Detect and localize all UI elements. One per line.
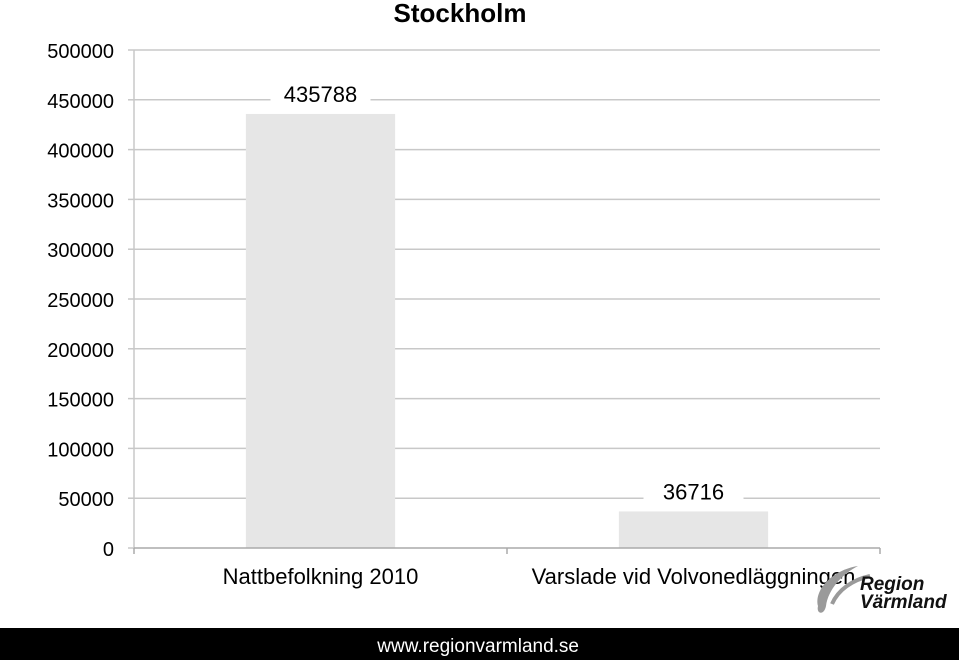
- logo-swoosh-icon: [817, 566, 871, 613]
- bar-chart: Stockholm 0 50000 100000 150000 200000 250000…: [47, 0, 881, 589]
- logo-line-1: Region: [860, 574, 925, 595]
- data-label: 36716: [663, 479, 724, 504]
- chart-title: Stockholm: [394, 0, 527, 28]
- category-label: Nattbefolkning 2010: [223, 564, 419, 589]
- data-label-background: [643, 477, 744, 506]
- data-label: 435788: [284, 82, 357, 107]
- y-tick-label: 400000: [47, 141, 114, 163]
- y-tick-label: 150000: [47, 390, 114, 412]
- data-label-background: [270, 79, 371, 108]
- y-tick-label: 0: [103, 539, 114, 561]
- y-tick-label: 250000: [47, 290, 114, 312]
- y-tick-label: 350000: [47, 190, 114, 212]
- category-labels: Nattbefolkning 2010 Varslade vid Volvoned…: [223, 564, 856, 589]
- category-label: Varslade vid Volvonedläggningen: [532, 564, 856, 589]
- y-tick-label: 50000: [58, 489, 114, 511]
- x-axis: [133, 50, 881, 554]
- y-tick-label: 300000: [47, 240, 114, 262]
- logo-line-2: Värmland: [860, 592, 947, 613]
- footer-bar: www.regionvarmland.se: [0, 628, 959, 660]
- data-labels: 435788 36716: [270, 79, 744, 506]
- footer-url-link[interactable]: www.regionvarmland.se: [377, 636, 579, 657]
- bars: [245, 113, 769, 549]
- y-tick-label: 450000: [47, 91, 114, 113]
- y-tick-label: 100000: [47, 439, 114, 461]
- bar: [245, 113, 396, 549]
- y-tick-label: 500000: [47, 41, 114, 63]
- y-tick-label: 200000: [47, 340, 114, 362]
- region-varmland-logo: Region Värmland: [812, 560, 952, 620]
- bar: [618, 511, 769, 548]
- y-axis-ticks: 0 50000 100000 150000 200000 250000 300000 3500…: [47, 41, 134, 561]
